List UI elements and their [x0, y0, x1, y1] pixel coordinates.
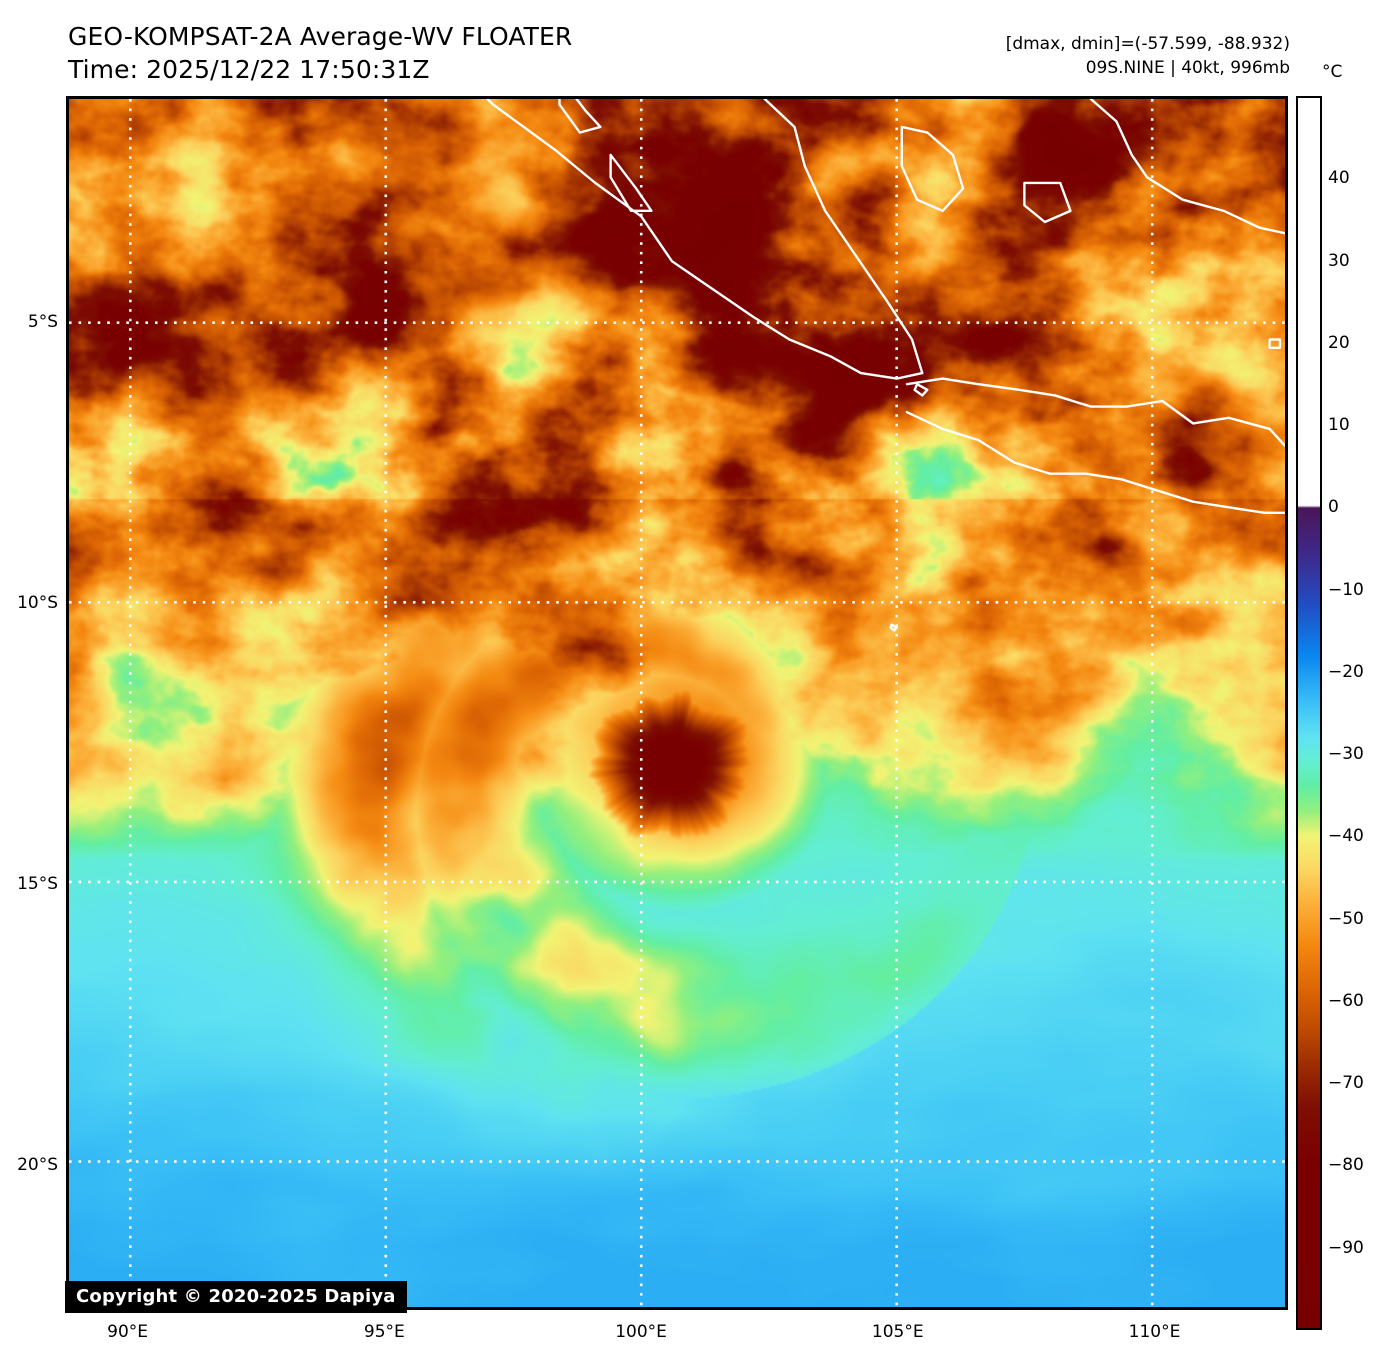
colorbar-tick-label: 10 [1328, 415, 1350, 436]
colorbar-tick-label: −70 [1328, 1073, 1364, 1094]
x-axis-tick-label: 105°E [871, 1322, 924, 1342]
coastline-overlay [485, 99, 1285, 632]
x-axis-tick-label: 100°E [615, 1322, 667, 1342]
coastline-path [609, 153, 653, 213]
colorbar-tick-label: −30 [1328, 744, 1364, 765]
coastline-path [762, 99, 924, 375]
colorbar-gradient [1296, 96, 1322, 1330]
coastline-path [889, 623, 898, 632]
colorbar-tick-label: −60 [1328, 990, 1364, 1011]
coastline-path [913, 382, 929, 397]
colorbar-tick-label: −90 [1328, 1237, 1364, 1258]
coastline-path [485, 99, 924, 380]
colorbar-tick-label: −40 [1328, 826, 1364, 847]
coastline-path [1089, 99, 1285, 235]
coastline-path [1268, 338, 1282, 350]
y-axis-tick-label: 20°S [17, 1154, 58, 1175]
title-block: GEO-KOMPSAT-2A Average-WV FLOATER Time: … [68, 20, 572, 86]
colorbar-tick-label: −80 [1328, 1155, 1364, 1176]
page-title: GEO-KOMPSAT-2A Average-WV FLOATER [68, 22, 573, 51]
timestamp: Time: 2025/12/22 17:50:31Z [68, 55, 430, 84]
colorbar-tick-label: −50 [1328, 908, 1364, 929]
x-axis-tick-label: 95°E [363, 1322, 405, 1342]
graticule-overlay [69, 99, 1285, 1307]
colorbar-tick-label: 20 [1328, 332, 1350, 353]
x-axis-tick-label: 110°E [1128, 1322, 1181, 1342]
y-axis-tick-label: 5°S [27, 311, 58, 332]
x-axis-tick-label: 90°E [107, 1322, 149, 1342]
coastline-path [900, 125, 965, 213]
colorbar-tick-label: 0 [1328, 497, 1339, 518]
y-axis-tick-label: 10°S [17, 592, 58, 613]
satellite-image-canvas [69, 99, 1285, 1307]
dmax-dmin-readout: [dmax, dmin]=(-57.599, -88.932) [1005, 34, 1290, 54]
metadata-block: [dmax, dmin]=(-57.599, -88.932) 09S.NINE… [1006, 32, 1290, 80]
colorbar-tick-label: −20 [1328, 661, 1364, 682]
colorbar-tick-label: 40 [1328, 168, 1350, 189]
colorbar-tick-label: −10 [1328, 579, 1364, 600]
colorbar[interactable] [1296, 96, 1322, 1330]
coastline-path [905, 410, 1285, 515]
y-axis-tick-label: 15°S [17, 873, 58, 894]
copyright-banner: Copyright © 2020-2025 Dapiya [65, 1281, 407, 1313]
colorbar-tick-label: 30 [1328, 250, 1350, 271]
satellite-map[interactable] [66, 96, 1288, 1310]
coastline-path [1023, 181, 1072, 224]
storm-info: 09S.NINE | 40kt, 996mb [1085, 58, 1290, 78]
coastline-path [905, 377, 1285, 447]
colorbar-unit-label: °C [1322, 62, 1343, 82]
coastline-path [558, 99, 602, 134]
